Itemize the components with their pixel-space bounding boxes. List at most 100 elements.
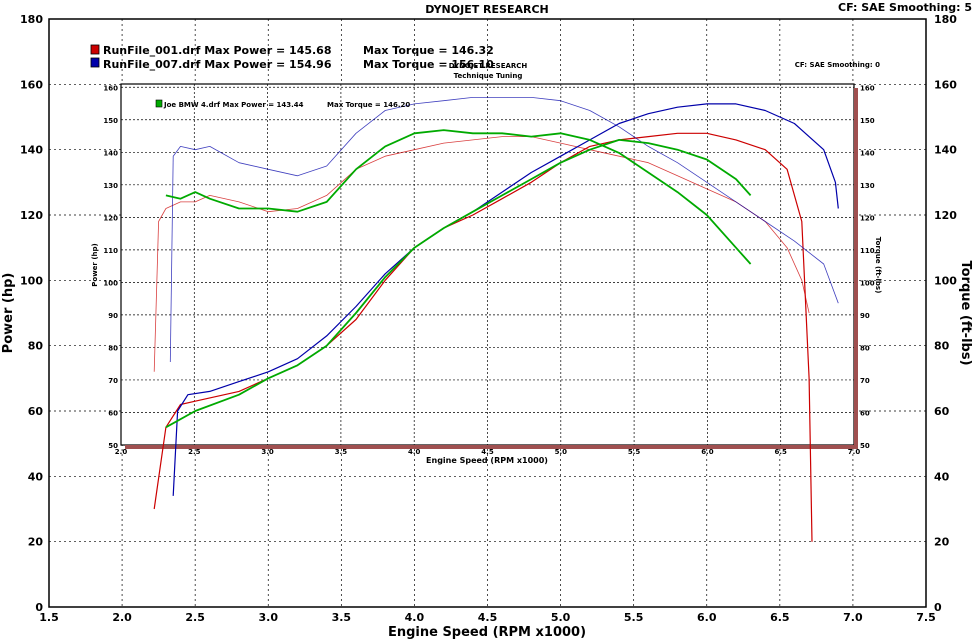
overlay-grid [121,84,854,445]
overlay-y-label-left: Power (hp) [91,243,99,286]
overlay-x-tick-label: 5.0 [555,448,568,456]
chart-title: DYNOJET RESEARCH [425,3,548,16]
outer-y-tick-label-left: 40 [28,470,44,483]
overlay-y-tick-label-left: 140 [103,149,118,157]
outer-x-tick-label: 7.0 [843,611,863,624]
overlay-y-tick-label-right: 120 [860,214,875,222]
legend-red-torque: Max Torque = 146.32 [363,44,494,57]
cf-smoothing-label: CF: SAE Smoothing: 5 [838,1,972,14]
overlay-y-tick-label-right: 60 [860,409,870,417]
series-line-power-0 [153,132,813,542]
outer-y-tick-label-right: 80 [934,340,950,353]
series-line-power-4 [165,138,752,429]
overlay-x-tick-label: 6.5 [774,448,787,456]
outer-x-tick-label: 6.0 [697,611,717,624]
outer-y-tick-label-left: 120 [20,209,43,222]
outer-x-tick-label: 6.5 [770,611,790,624]
overlay-y-tick-label-right: 130 [860,182,875,190]
legend-swatch-blue [90,57,100,68]
overlay-y-tick-label-left: 160 [103,84,118,92]
overlay-y-tick-label-left: 90 [108,312,118,320]
x-axis-label: Engine Speed (RPM x1000) [388,625,586,639]
outer-x-tick-label: 5.5 [624,611,644,624]
outer-y-tick-label-right: 60 [934,405,950,418]
outer-x-tick-label: 3.5 [332,611,352,624]
legend-blue-torque: Max Torque = 156.10 [363,58,494,71]
overlay-y-tick-label-right: 70 [860,377,870,385]
outer-x-tick-label: 1.5 [39,611,59,624]
outer-y-tick-label-left: 0 [35,601,43,614]
overlay-legend-swatch [155,99,163,108]
overlay-title: DYNOJET RESEARCH [449,62,528,70]
outer-y-tick-label-right: 140 [934,144,957,157]
series-layer [153,97,839,542]
overlay-x-label: Engine Speed (RPM x1000) [426,456,548,465]
series-line-torque-5 [165,129,752,265]
overlay-x-tick-label: 2.0 [115,448,128,456]
outer-y-tick-label-left: 100 [20,274,43,287]
legend-swatch-red [90,44,100,55]
outer-y-tick-label-right: 20 [934,536,950,549]
outer-x-tick-label: 2.0 [112,611,132,624]
outer-y-tick-label-right: 160 [934,78,957,91]
series-line-torque-1 [153,136,810,372]
overlay-y-tick-label-right: 150 [860,117,875,125]
overlay-y-tick-label-left: 70 [108,377,118,385]
series-line-power-2 [172,103,839,496]
overlay-shadow-bottom [125,445,858,449]
outer-y-tick-label-left: 140 [20,144,43,157]
overlay-y-tick-label-right: 50 [860,442,870,450]
overlay-y-tick-label-right: 140 [860,149,875,157]
overlay-y-tick-label-right: 100 [860,279,875,287]
overlay-x-tick-label: 4.5 [481,448,494,456]
overlay-x-tick-label: 7.0 [848,448,861,456]
outer-x-tick-label: 2.5 [185,611,205,624]
series-line-torque-3 [169,97,839,363]
overlay-cf-label: CF: SAE Smoothing: 0 [795,61,880,69]
outer-y-tick-label-left: 80 [28,340,44,353]
overlay-y-tick-label-left: 50 [108,442,118,450]
overlay-y-tick-label-left: 150 [103,117,118,125]
overlay-x-tick-label: 2.5 [188,448,201,456]
legend: RunFile_001.drf Max Power = 145.68 Max T… [90,44,494,71]
outer-x-tick-label: 4.0 [405,611,425,624]
outer-tick-labels: 1.5 2.0 2.5 3.0 3.5 4.0 4.5 5.0 5.5 6.0 6.5 7.0 7.50… [20,13,957,624]
outer-y-tick-label-right: 100 [934,274,957,287]
overlay-x-tick-label: 5.5 [628,448,641,456]
overlay-y-tick-label-left: 120 [103,214,118,222]
overlay-legend-torque: Max Torque = 146.20 [327,101,410,109]
outer-y-tick-label-left: 60 [28,405,44,418]
overlay-y-tick-label-left: 100 [103,279,118,287]
overlay-x-tick-label: 6.0 [701,448,714,456]
overlay-y-tick-label-right: 110 [860,247,875,255]
outer-x-tick-label: 4.5 [478,611,498,624]
outer-y-tick-label-right: 0 [934,601,942,614]
outer-x-tick-label: 5.0 [551,611,571,624]
overlay-legend-power: Joe BMW 4.drf Max Power = 143.44 [163,101,304,109]
outer-y-tick-label-left: 160 [20,78,43,91]
overlay-y-tick-label-left: 60 [108,409,118,417]
outer-y-tick-label-right: 180 [934,13,957,26]
outer-x-tick-label: 3.0 [259,611,279,624]
outer-y-tick-label-right: 120 [934,209,957,222]
overlay-y-tick-label-right: 90 [860,312,870,320]
legend-blue-power: RunFile_007.drf Max Power = 154.96 [103,58,332,71]
overlay-x-tick-label: 3.5 [335,448,348,456]
outer-y-tick-label-right: 40 [934,470,950,483]
overlay-y-tick-label-left: 80 [108,344,118,352]
outer-y-tick-label-left: 180 [20,13,43,26]
overlay-y-tick-label-right: 160 [860,84,875,92]
overlay-shadow-right [854,88,858,449]
outer-y-tick-label-left: 20 [28,536,44,549]
overlay-y-tick-label-right: 80 [860,344,870,352]
y-axis-label-right: Torque (ft-lbs) [958,260,973,365]
overlay-x-tick-label: 3.0 [261,448,274,456]
overlay-x-tick-label: 4.0 [408,448,421,456]
overlay-y-tick-label-left: 110 [103,247,118,255]
outer-x-tick-label: 7.5 [916,611,936,624]
y-axis-label-left: Power (hp) [1,273,16,354]
